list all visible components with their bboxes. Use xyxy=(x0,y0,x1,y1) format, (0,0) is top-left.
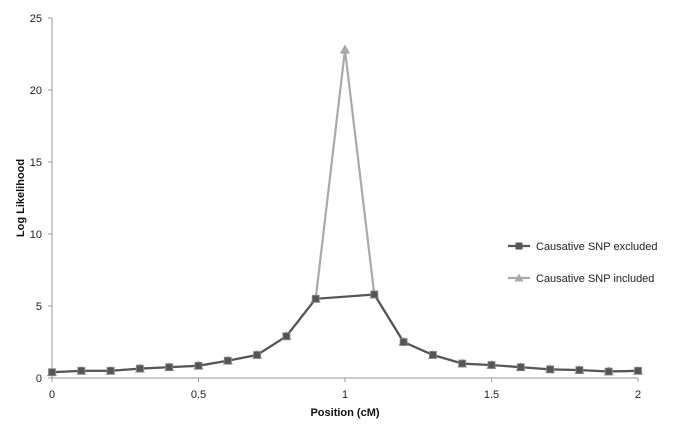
data-point-square xyxy=(77,366,86,375)
y-axis-title: Log Likelihood xyxy=(15,159,27,237)
legend-marker-triangle xyxy=(514,273,524,282)
series-layer xyxy=(46,44,644,377)
data-point-square xyxy=(604,367,613,376)
legend: Causative SNP excluded Causative SNP inc… xyxy=(508,241,657,285)
data-point-square xyxy=(370,290,379,299)
data-point-square xyxy=(546,365,554,374)
series-line-causative-snp-excluded xyxy=(51,293,639,374)
data-point-square xyxy=(194,361,203,370)
data-point-square xyxy=(223,356,232,365)
series-causative-snp-excluded xyxy=(48,290,642,377)
data-point-square xyxy=(106,366,115,375)
data-point-square xyxy=(48,368,56,377)
data-point-square xyxy=(458,359,467,368)
axes-group xyxy=(51,18,638,379)
y-tick-label: 15 xyxy=(30,157,42,169)
data-point-square xyxy=(634,366,642,375)
y-ticks-group: 0 5 10 15 20 25 xyxy=(30,13,52,385)
legend-label-causative-snp-excluded: Causative SNP excluded xyxy=(536,241,657,253)
x-tick-label: 1 xyxy=(342,389,348,401)
y-tick-label: 0 xyxy=(36,373,42,385)
x-tick-label: 0 xyxy=(49,389,55,401)
legend-item-causative-snp-included: Causative SNP included xyxy=(508,273,654,285)
x-axis-title: Position (cM) xyxy=(310,407,379,419)
legend-item-causative-snp-excluded: Causative SNP excluded xyxy=(508,241,657,253)
data-point-square xyxy=(253,351,262,359)
legend-marker-square xyxy=(515,242,523,250)
data-point-square xyxy=(428,351,437,359)
legend-label-causative-snp-included: Causative SNP included xyxy=(536,273,654,285)
y-tick-label: 5 xyxy=(36,301,42,313)
data-point-square xyxy=(135,364,144,373)
y-tick-label: 25 xyxy=(30,13,42,25)
x-tick-label: 0.5 xyxy=(191,389,206,401)
data-point-square xyxy=(311,294,320,303)
data-point-triangle xyxy=(339,44,351,54)
y-tick-label: 20 xyxy=(30,85,42,97)
data-point-square xyxy=(575,366,584,374)
data-point-square xyxy=(516,363,525,372)
data-point-square xyxy=(487,361,496,369)
series-causative-snp-included xyxy=(46,44,644,377)
data-point-square xyxy=(282,332,291,341)
series-line-causative-snp-included xyxy=(51,48,639,374)
y-tick-label: 10 xyxy=(30,229,42,241)
x-tick-label: 2 xyxy=(635,389,641,401)
data-point-square xyxy=(399,338,408,346)
x-tick-label: 1.5 xyxy=(484,389,499,401)
x-ticks-group: 0 0.5 1 1.5 2 xyxy=(49,378,641,401)
data-point-square xyxy=(165,363,174,372)
